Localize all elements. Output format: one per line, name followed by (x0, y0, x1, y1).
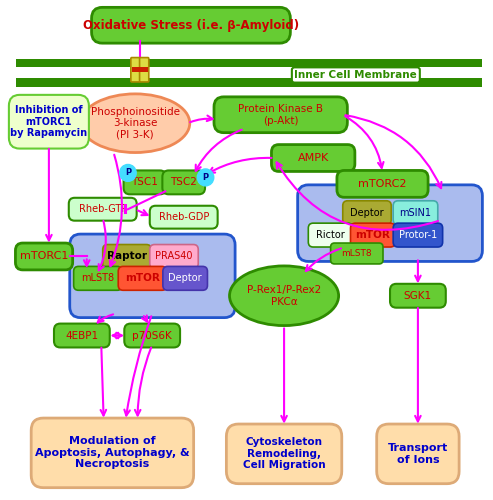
Text: Protein Kinase B
(p-Akt): Protein Kinase B (p-Akt) (238, 104, 323, 126)
FancyBboxPatch shape (226, 424, 342, 484)
Text: Inner Cell Membrane: Inner Cell Membrane (294, 70, 417, 80)
FancyBboxPatch shape (298, 185, 482, 262)
Text: mTOR: mTOR (125, 274, 160, 283)
FancyBboxPatch shape (69, 198, 137, 220)
Text: SGK1: SGK1 (404, 290, 432, 300)
Text: Rictor: Rictor (316, 230, 345, 240)
FancyBboxPatch shape (377, 424, 459, 484)
FancyBboxPatch shape (140, 58, 149, 82)
FancyBboxPatch shape (150, 206, 217, 229)
Text: P: P (125, 168, 131, 177)
Text: Protor-1: Protor-1 (399, 230, 437, 240)
FancyBboxPatch shape (124, 170, 166, 194)
Text: mSIN1: mSIN1 (399, 208, 431, 218)
FancyBboxPatch shape (351, 223, 395, 247)
Text: mLST8: mLST8 (342, 249, 372, 258)
FancyBboxPatch shape (162, 170, 205, 194)
Bar (132, 66, 148, 72)
Text: Transport
of Ions: Transport of Ions (388, 443, 448, 464)
FancyBboxPatch shape (272, 144, 355, 172)
FancyBboxPatch shape (70, 234, 235, 318)
FancyBboxPatch shape (390, 284, 446, 308)
FancyBboxPatch shape (393, 201, 438, 224)
Text: p70S6K: p70S6K (132, 330, 172, 340)
FancyBboxPatch shape (343, 201, 391, 224)
FancyBboxPatch shape (9, 95, 89, 148)
FancyBboxPatch shape (131, 58, 140, 82)
FancyBboxPatch shape (308, 223, 353, 247)
FancyBboxPatch shape (393, 223, 443, 247)
Text: Deptor: Deptor (350, 208, 384, 218)
Text: Raptor: Raptor (107, 252, 147, 262)
Text: mTOR: mTOR (355, 230, 390, 240)
FancyBboxPatch shape (214, 97, 348, 132)
Text: Deptor: Deptor (168, 274, 202, 283)
Text: mLST8: mLST8 (81, 274, 114, 283)
Ellipse shape (230, 266, 339, 326)
FancyBboxPatch shape (118, 266, 167, 290)
Text: Phosphoinositide
3-kinase
(PI 3-K): Phosphoinositide 3-kinase (PI 3-K) (91, 106, 180, 140)
Text: TSC1: TSC1 (132, 178, 158, 188)
Text: PRAS40: PRAS40 (155, 252, 193, 262)
FancyBboxPatch shape (150, 244, 198, 268)
FancyBboxPatch shape (73, 266, 122, 290)
Text: mTORC1: mTORC1 (20, 252, 68, 262)
FancyBboxPatch shape (31, 418, 194, 488)
FancyBboxPatch shape (103, 244, 151, 268)
FancyBboxPatch shape (92, 8, 290, 43)
Text: Inhibition of
mTORC1
by Rapamycin: Inhibition of mTORC1 by Rapamycin (10, 105, 87, 138)
FancyBboxPatch shape (54, 324, 110, 347)
Text: P: P (203, 173, 209, 182)
Text: mTORC2: mTORC2 (358, 179, 407, 189)
Text: Cytoskeleton
Remodeling,
Cell Migration: Cytoskeleton Remodeling, Cell Migration (243, 438, 325, 470)
FancyBboxPatch shape (124, 324, 180, 347)
Bar (16, 78, 482, 87)
Text: AMPK: AMPK (298, 153, 329, 163)
FancyBboxPatch shape (15, 243, 72, 270)
FancyBboxPatch shape (163, 266, 208, 290)
Text: 4EBP1: 4EBP1 (65, 330, 99, 340)
Circle shape (197, 169, 214, 186)
FancyBboxPatch shape (331, 243, 383, 264)
Ellipse shape (81, 94, 190, 152)
Text: Oxidative Stress (i.e. β-Amyloid): Oxidative Stress (i.e. β-Amyloid) (83, 19, 299, 32)
FancyBboxPatch shape (337, 170, 428, 198)
Text: Rheb-GDP: Rheb-GDP (159, 212, 209, 222)
Text: TSC2: TSC2 (170, 178, 197, 188)
Bar (16, 58, 482, 67)
Text: P-Rex1/P-Rex2
PKCα: P-Rex1/P-Rex2 PKCα (247, 285, 321, 306)
Circle shape (120, 164, 136, 182)
Text: Rheb-GTP: Rheb-GTP (78, 204, 127, 214)
Text: Modulation of
Apoptosis, Autophagy, &
Necroptosis: Modulation of Apoptosis, Autophagy, & Ne… (35, 436, 190, 470)
